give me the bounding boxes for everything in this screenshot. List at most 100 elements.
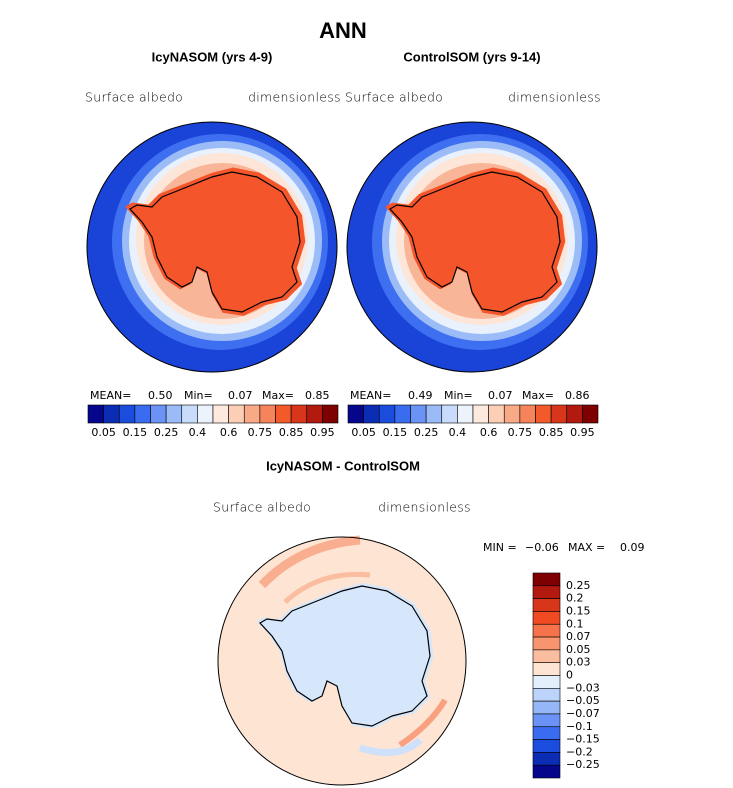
stat-text: MAX = <box>568 541 605 554</box>
colorbar-label: 0.2 <box>566 592 584 605</box>
stat-text: 0.86 <box>565 389 590 402</box>
colorbar-swatch <box>532 726 561 740</box>
colorbar-swatch <box>532 675 561 689</box>
colorbar-label: −0.1 <box>566 720 593 733</box>
stat-text: Min= <box>184 389 213 402</box>
colorbar-label: 0.05 <box>566 643 591 656</box>
colorbar-label: 0.05 <box>351 426 376 439</box>
colorbar-swatch <box>306 404 323 424</box>
stat-text: Max= <box>522 389 554 402</box>
units-label: dimensionless <box>378 500 471 515</box>
colorbar-label: 0.85 <box>539 426 564 439</box>
map-border <box>346 121 598 373</box>
polar-map <box>87 122 337 372</box>
stat-text: Min= <box>444 389 473 402</box>
colorbar-label: −0.05 <box>566 694 600 707</box>
colorbar-swatch <box>118 404 136 424</box>
stat-text: 0.85 <box>305 389 330 402</box>
colorbar-swatch <box>363 404 380 424</box>
colorbar-label: 0.15 <box>123 426 148 439</box>
colorbar-label: 0.95 <box>310 426 335 439</box>
colorbar-swatch <box>165 404 183 424</box>
colorbar-label: 0.15 <box>566 604 591 617</box>
colorbar-swatch <box>503 404 521 424</box>
colorbar-swatch <box>519 404 536 424</box>
colorbar-swatch <box>197 404 214 424</box>
colorbar-swatch <box>290 404 308 424</box>
stat-text: 0.49 <box>408 389 433 402</box>
colorbar-swatch <box>87 404 104 424</box>
colorbar-swatch <box>150 404 167 424</box>
polar-map <box>347 122 597 372</box>
colorbar-swatch <box>212 404 229 424</box>
stat-text: 0.07 <box>488 389 513 402</box>
colorbar-swatch <box>134 404 151 424</box>
colorbar-label: 0.6 <box>220 426 238 439</box>
stat-text: Max= <box>262 389 294 402</box>
colorbar-swatch <box>322 404 339 424</box>
panel: IcyNASOM (yrs 4-9) Surface albedo dimens… <box>85 49 341 372</box>
colorbar-label: 0.25 <box>154 426 179 439</box>
colorbar-swatch <box>532 636 561 651</box>
stat-text: MEAN= <box>350 389 391 402</box>
colorbar-swatch <box>532 611 561 625</box>
colorbar-swatch <box>532 662 561 676</box>
stat-text: −0.06 <box>525 541 559 554</box>
colorbar-label: 0 <box>566 669 573 682</box>
colorbar-swatch <box>532 572 561 587</box>
colorbar-label: 0.1 <box>566 617 584 630</box>
stat-text: MEAN= <box>90 389 131 402</box>
colorbar-label: 0.75 <box>508 426 533 439</box>
panel: ControlSOM (yrs 9-14) Surface albedo dim… <box>345 49 601 372</box>
colorbar-swatch <box>457 404 474 424</box>
stat-text: 0.50 <box>148 389 173 402</box>
polar-map <box>217 535 467 786</box>
colorbar-label: 0.03 <box>566 656 591 669</box>
colorbar-label: 0.4 <box>449 426 467 439</box>
colorbar-label: 0.75 <box>248 426 273 439</box>
colorbar-swatch <box>532 700 561 715</box>
stat-text: 0.07 <box>228 389 253 402</box>
colorbar-label: 0.25 <box>414 426 439 439</box>
variable-label: Surface albedo <box>85 90 183 105</box>
colorbar-swatch <box>488 404 505 424</box>
colorbar-swatch <box>347 404 364 424</box>
colorbar-label: 0.85 <box>279 426 304 439</box>
colorbar-swatch <box>394 404 411 424</box>
units-label: dimensionless <box>248 90 341 105</box>
colorbar-swatch <box>103 404 120 424</box>
colorbar-swatch <box>259 404 276 424</box>
figure-title: ANN <box>319 18 367 43</box>
colorbar-swatch <box>532 623 561 638</box>
colorbar-label: 0.6 <box>480 426 498 439</box>
colorbar-swatch <box>532 752 561 766</box>
colorbar-label: 0.05 <box>91 426 116 439</box>
colorbar-swatch <box>425 404 443 424</box>
units-label: dimensionless <box>508 90 601 105</box>
colorbar-label: 0.4 <box>189 426 207 439</box>
panel-title: ControlSOM (yrs 9-14) <box>403 49 540 64</box>
colorbar-label: −0.03 <box>566 681 600 694</box>
colorbar-label: 0.07 <box>566 630 591 643</box>
colorbar-label: 0.25 <box>566 579 591 592</box>
colorbar-swatch <box>566 404 583 424</box>
colorbar-label: −0.2 <box>566 745 593 758</box>
colorbar-swatch <box>532 739 561 753</box>
panel-title: IcyNASOM (yrs 4-9) <box>152 49 273 64</box>
colorbar-label: −0.15 <box>566 733 600 746</box>
colorbar-swatch <box>181 404 198 424</box>
colorbar-swatch <box>535 404 552 424</box>
colorbar-swatch <box>532 713 561 728</box>
map-border <box>86 121 338 373</box>
colorbar-label: −0.07 <box>566 707 600 720</box>
colorbar-label: 0.15 <box>383 426 408 439</box>
colorbar-swatch <box>378 404 396 424</box>
colorbar-swatch <box>582 404 599 424</box>
stat-text: MIN = <box>483 541 517 554</box>
difference-panel: IcyNASOM - ControlSOM Surface albedo dim… <box>213 458 471 786</box>
colorbar-label: −0.25 <box>566 758 600 771</box>
colorbar-swatch <box>228 404 245 424</box>
colorbar-swatch <box>410 404 427 424</box>
stat-text: 0.09 <box>620 541 645 554</box>
